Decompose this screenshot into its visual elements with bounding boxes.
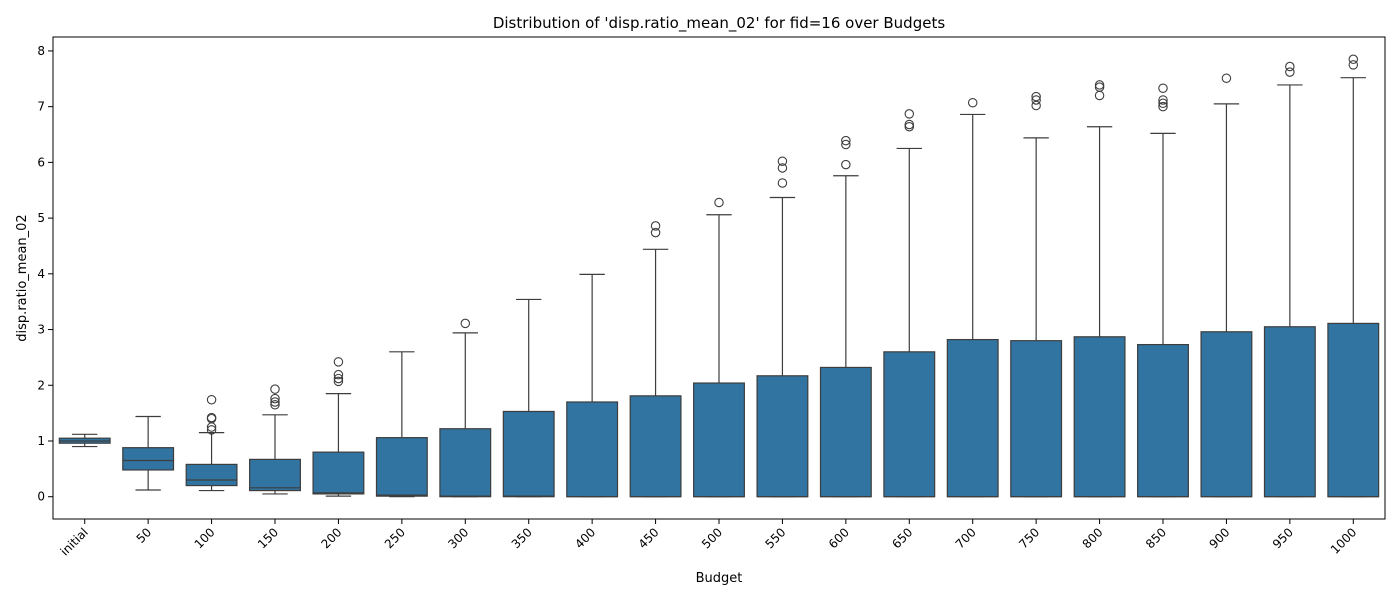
outlier-point xyxy=(270,400,280,410)
outlier-point xyxy=(1031,95,1041,105)
x-tick-label: 50 xyxy=(134,525,155,546)
box xyxy=(1010,340,1063,498)
outlier-point xyxy=(1348,60,1359,70)
outlier-point xyxy=(777,163,788,173)
y-tick-label: 6 xyxy=(37,155,45,169)
y-tick-label: 1 xyxy=(37,434,45,448)
box xyxy=(375,437,428,497)
outlier-point xyxy=(841,135,851,146)
outlier-point xyxy=(1031,91,1041,102)
outlier-point xyxy=(270,393,280,404)
outlier-point xyxy=(650,227,661,238)
outlier-point xyxy=(270,397,280,407)
outlier-point xyxy=(1285,67,1295,77)
x-tick-label: 200 xyxy=(318,525,344,551)
outlier-point xyxy=(1158,95,1168,105)
y-tick-label: 2 xyxy=(37,378,45,392)
x-tick-label: 550 xyxy=(762,525,788,551)
outlier-point xyxy=(333,373,344,384)
outlier-point xyxy=(777,156,788,167)
x-tick-label: 800 xyxy=(1080,525,1106,551)
x-tick-label: 600 xyxy=(826,525,852,551)
x-tick-label: 1000 xyxy=(1328,525,1359,556)
x-tick-label: 150 xyxy=(255,525,281,551)
box xyxy=(566,401,619,498)
y-tick-label: 3 xyxy=(37,323,45,337)
outlier-point xyxy=(1158,83,1168,94)
x-tick-label: 350 xyxy=(509,525,535,551)
outlier-point xyxy=(714,197,724,208)
box xyxy=(819,366,872,498)
outlier-point xyxy=(650,221,661,231)
plot-area: 0 1 2 3 4 5 6 7 8 initial 50 100 150 200 250 300 350 400 4… xyxy=(37,44,1380,558)
box xyxy=(312,451,365,495)
box xyxy=(185,463,238,487)
box xyxy=(439,428,492,498)
x-axis-label: Budget xyxy=(696,571,743,586)
y-tick-label: 8 xyxy=(37,44,45,58)
outlier-point xyxy=(967,98,978,108)
outlier-point xyxy=(206,395,217,405)
outlier-point xyxy=(904,121,915,132)
outlier-point xyxy=(1158,101,1168,112)
outlier-point xyxy=(333,376,344,387)
box xyxy=(883,351,936,498)
outlier-point xyxy=(904,109,915,119)
outlier-point xyxy=(777,178,788,188)
box xyxy=(122,447,175,471)
box xyxy=(1327,322,1380,498)
y-axis-label: disp.ratio_mean_02 xyxy=(15,214,30,341)
box xyxy=(502,410,555,498)
outlier-point xyxy=(333,369,344,380)
x-tick-label: 950 xyxy=(1270,525,1296,551)
x-tick-label: 900 xyxy=(1206,525,1232,551)
box xyxy=(1263,326,1316,498)
outlier-point xyxy=(270,384,280,394)
box xyxy=(1137,343,1189,498)
outlier-point xyxy=(460,318,471,329)
box xyxy=(629,395,682,498)
outlier-point xyxy=(1094,82,1105,92)
x-tick-label: initial xyxy=(58,525,91,558)
y-tick-label: 4 xyxy=(37,267,45,281)
outlier-point xyxy=(1285,61,1295,72)
outlier-point xyxy=(333,357,344,367)
box xyxy=(249,458,301,492)
plot-frame xyxy=(52,36,1386,520)
box xyxy=(1200,331,1253,498)
outlier-point xyxy=(1094,90,1105,101)
chart-title: Distribution of 'disp.ratio_mean_02' for… xyxy=(493,14,945,33)
x-tick-label: 450 xyxy=(636,525,662,551)
y-tick-label: 0 xyxy=(37,490,45,504)
box xyxy=(1073,336,1126,498)
box xyxy=(946,338,999,498)
outlier-point xyxy=(206,425,217,435)
outlier-point xyxy=(1348,54,1359,65)
outlier-point xyxy=(841,159,851,170)
outlier-point xyxy=(206,412,217,423)
x-tick-label: 700 xyxy=(953,525,979,551)
x-tick-label: 850 xyxy=(1143,525,1169,551)
outlier-point xyxy=(1158,98,1168,109)
x-tick-label: 750 xyxy=(1016,525,1042,551)
x-tick-label: 500 xyxy=(699,525,725,551)
box xyxy=(756,375,809,498)
x-tick-label: 100 xyxy=(192,525,218,551)
outlier-point xyxy=(1094,80,1105,90)
outlier-point xyxy=(904,119,915,130)
outlier-point xyxy=(1221,73,1232,83)
y-tick-label: 5 xyxy=(37,211,45,225)
x-tick-label: 300 xyxy=(445,525,471,551)
x-tick-label: 650 xyxy=(889,525,915,551)
outlier-point xyxy=(841,139,851,150)
box xyxy=(693,382,745,498)
x-tick-label: 250 xyxy=(382,525,408,551)
y-tick-label: 7 xyxy=(37,100,45,114)
x-tick-label: 400 xyxy=(572,525,598,551)
